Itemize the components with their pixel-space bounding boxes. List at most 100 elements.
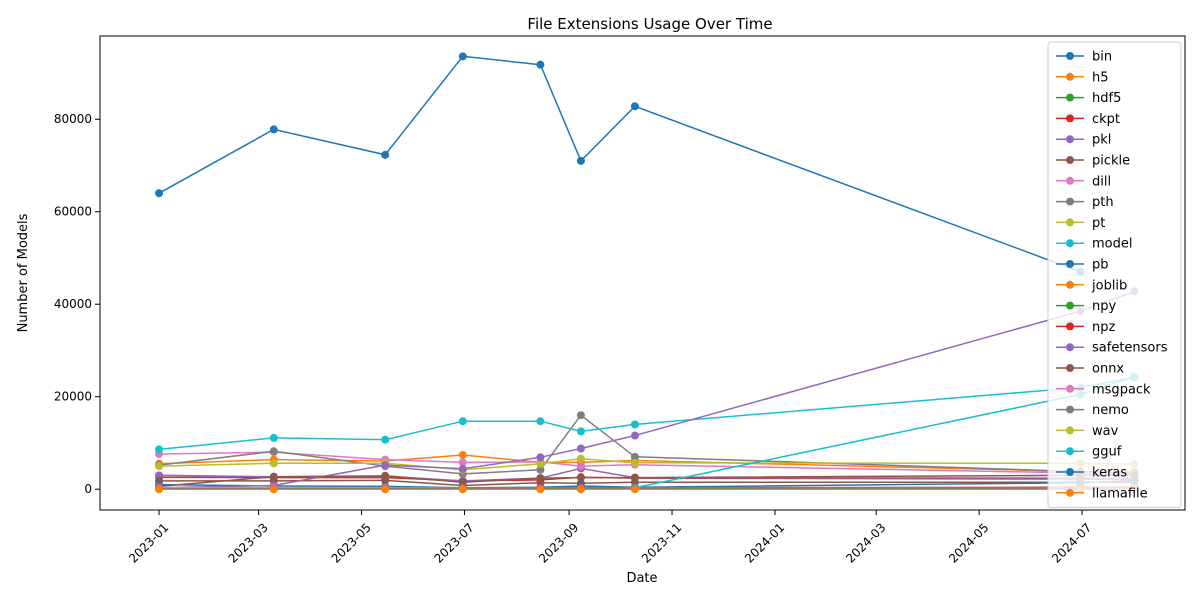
x-tick-label: 2024-03 [843, 520, 888, 565]
data-point [576, 444, 585, 453]
data-point [630, 431, 639, 440]
y-axis: 0 20000 40000 60000 80000 [54, 112, 100, 496]
data-point [155, 485, 164, 494]
legend-label: keras [1092, 466, 1127, 481]
data-point [576, 411, 585, 420]
x-tick-label: 2023-01 [126, 520, 171, 565]
legend-item-safetensors: safetensors [1056, 341, 1168, 356]
legend-label: ckpt [1092, 112, 1120, 127]
data-point [155, 471, 164, 480]
legend-marker [1066, 322, 1074, 331]
legend-marker [1066, 72, 1074, 81]
data-point [536, 417, 545, 426]
legend-item-llamafile: llamafile [1056, 486, 1148, 501]
legend-marker [1066, 135, 1074, 144]
data-point [381, 461, 390, 470]
legend-label: bin [1092, 50, 1112, 65]
data-point [630, 452, 639, 461]
data-point [269, 459, 278, 468]
data-point [269, 447, 278, 456]
legend-marker [1066, 156, 1074, 164]
legend-marker [1066, 301, 1074, 310]
legend-label: h5 [1092, 70, 1109, 85]
legend-marker [1066, 52, 1074, 60]
data-point [155, 462, 164, 471]
legend-label: pt [1092, 216, 1105, 231]
legend-label: onnx [1092, 362, 1124, 377]
data-point [458, 478, 467, 487]
legend-label: model [1092, 237, 1132, 252]
data-point [576, 427, 585, 436]
legend-label: dill [1092, 174, 1111, 189]
legend-item-pth: pth [1056, 195, 1114, 210]
y-tick-label: 80000 [54, 112, 92, 126]
x-tick-label: 2023-03 [226, 520, 271, 565]
data-point [630, 473, 639, 482]
y-axis-label: Number of Models [16, 213, 31, 332]
legend-label: nemo [1092, 403, 1129, 418]
legend-item-pt: pt [1056, 216, 1105, 231]
x-axis: 2023-01 2023-03 2023-05 2023-07 2023-09 2023-… [126, 510, 1094, 566]
legend-marker [1066, 218, 1074, 227]
legend-item-dill: dill [1056, 174, 1111, 189]
legend-item-joblib: joblib [1056, 278, 1127, 293]
data-point [630, 102, 639, 111]
data-point [269, 485, 278, 494]
legend-marker [1066, 364, 1074, 372]
legend-label: pb [1092, 258, 1109, 273]
legend-item-bin: bin [1056, 50, 1112, 65]
series-bin [155, 52, 1085, 276]
y-tick-label: 60000 [54, 205, 92, 219]
legend-item-nemo: nemo [1056, 403, 1129, 418]
plot-area [155, 52, 1139, 494]
legend-marker [1066, 468, 1074, 476]
legend-marker [1066, 488, 1074, 497]
legend-marker [1066, 93, 1074, 102]
legend-label: pth [1092, 195, 1114, 210]
legend-marker [1066, 343, 1074, 352]
data-point [381, 150, 390, 159]
data-point [536, 60, 545, 69]
legend-marker [1066, 447, 1074, 456]
x-tick-label: 2024-01 [742, 520, 787, 565]
legend-marker [1066, 239, 1074, 248]
legend-item-pb: pb [1056, 258, 1109, 273]
legend-label: msgpack [1092, 382, 1151, 397]
legend-label: safetensors [1092, 341, 1168, 356]
legend-marker [1066, 426, 1074, 435]
legend-item-npz: npz [1056, 320, 1115, 335]
data-point [458, 485, 467, 494]
x-tick-label: 2023-07 [431, 520, 476, 565]
x-tick-label: 2024-05 [946, 520, 991, 565]
x-axis-label: Date [626, 571, 657, 586]
x-tick-label: 2023-09 [536, 520, 581, 565]
legend-label: llamafile [1092, 486, 1148, 501]
data-point [155, 445, 164, 454]
legend-label: pkl [1092, 133, 1111, 148]
legend-marker [1066, 197, 1074, 206]
data-point [576, 454, 585, 463]
data-point [630, 485, 639, 494]
data-point [269, 472, 278, 481]
data-point [269, 125, 278, 134]
legend-item-h5: h5 [1056, 70, 1109, 85]
data-point [630, 458, 639, 467]
legend-marker [1066, 280, 1074, 289]
legend-label: wav [1092, 424, 1119, 439]
data-point [630, 420, 639, 429]
legend-item-ckpt: ckpt [1056, 112, 1120, 127]
legend-marker [1066, 260, 1074, 268]
axes-frame [99, 35, 1186, 511]
data-point [381, 485, 390, 494]
data-point [576, 156, 585, 165]
series-line-bin [158, 55, 1081, 273]
x-tick-label: 2024-07 [1049, 520, 1094, 565]
legend-label: npy [1092, 299, 1116, 314]
legend-label: gguf [1092, 445, 1122, 460]
legend-label: pickle [1092, 154, 1130, 169]
data-point [381, 435, 390, 444]
legend-item-hdf5: hdf5 [1056, 91, 1121, 106]
legend-item-pickle: pickle [1056, 154, 1130, 169]
chart-title: File Extensions Usage Over Time [527, 15, 772, 33]
